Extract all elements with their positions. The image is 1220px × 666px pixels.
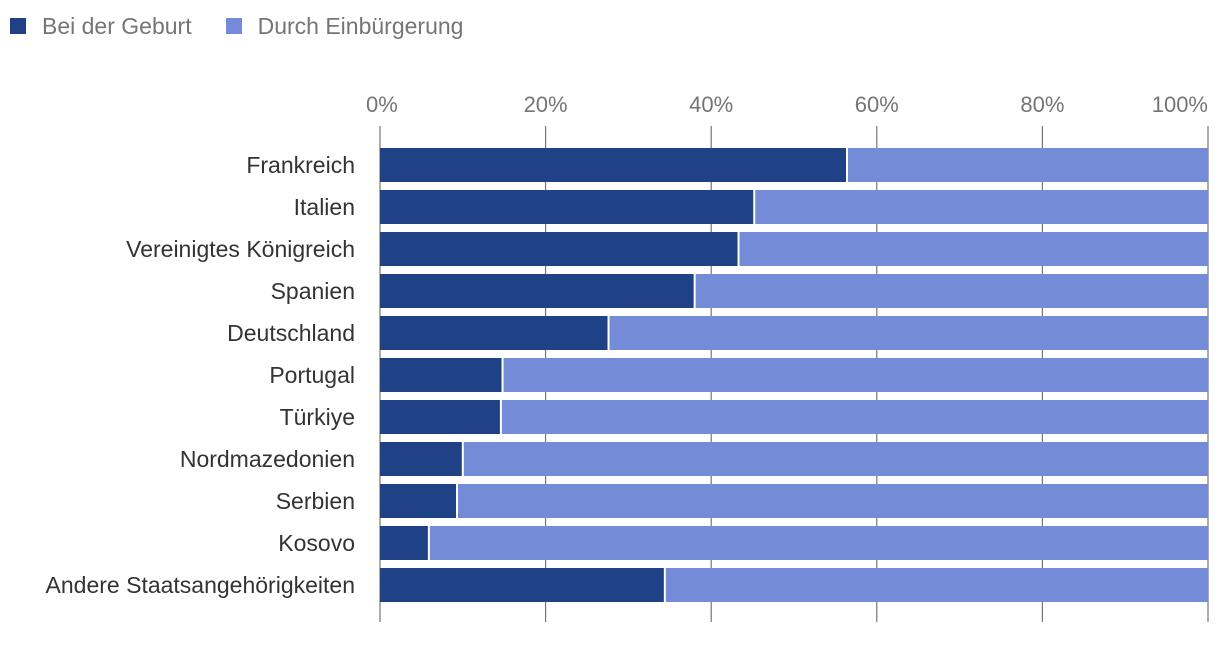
bar-birth-7 bbox=[380, 442, 463, 476]
bar-naturalization-9 bbox=[428, 526, 1208, 560]
bar-birth-1 bbox=[380, 190, 755, 224]
legend-item-birth: Bei der Geburt bbox=[10, 13, 192, 40]
legend-item-naturalization: Durch Einbürgerung bbox=[225, 12, 464, 40]
bar-naturalization-0 bbox=[846, 148, 1208, 182]
legend-label-naturalization: Durch Einbürgerung bbox=[257, 12, 464, 39]
bar-birth-0 bbox=[380, 148, 847, 182]
x-tick-label: 100% bbox=[1152, 92, 1208, 117]
category-label: Türkiye bbox=[280, 404, 355, 430]
bar-birth-9 bbox=[380, 526, 429, 560]
category-label: Kosovo bbox=[278, 530, 355, 556]
x-tick-label: 20% bbox=[524, 92, 568, 117]
bar-naturalization-2 bbox=[738, 232, 1208, 266]
legend-label-birth: Bei der Geburt bbox=[42, 12, 192, 39]
bar-naturalization-3 bbox=[694, 274, 1208, 308]
legend-swatch-birth bbox=[10, 18, 26, 34]
category-label: Andere Staatsangehörigkeiten bbox=[46, 572, 355, 598]
category-label: Portugal bbox=[269, 362, 355, 388]
bar-naturalization-10 bbox=[664, 568, 1208, 602]
bar-naturalization-5 bbox=[502, 358, 1208, 392]
bar-birth-5 bbox=[380, 358, 503, 392]
x-tick-label: 80% bbox=[1020, 92, 1064, 117]
x-tick-label: 60% bbox=[855, 92, 899, 117]
bar-naturalization-6 bbox=[500, 400, 1208, 434]
bar-birth-10 bbox=[380, 568, 665, 602]
chart-legend: Bei der Geburt Durch Einbürgerung bbox=[10, 10, 497, 42]
category-label: Italien bbox=[294, 194, 355, 220]
bar-birth-4 bbox=[380, 316, 609, 350]
bar-naturalization-8 bbox=[457, 484, 1208, 518]
bar-naturalization-4 bbox=[608, 316, 1208, 350]
bar-birth-3 bbox=[380, 274, 695, 308]
category-label: Deutschland bbox=[227, 320, 355, 346]
category-label: Nordmazedonien bbox=[180, 446, 355, 472]
bar-naturalization-7 bbox=[462, 442, 1208, 476]
category-label: Spanien bbox=[271, 278, 355, 304]
x-tick-label: 0% bbox=[366, 92, 398, 117]
bar-naturalization-1 bbox=[754, 190, 1208, 224]
bar-birth-8 bbox=[380, 484, 458, 518]
x-tick-label: 40% bbox=[689, 92, 733, 117]
legend-swatch-naturalization bbox=[225, 18, 242, 34]
category-label: Vereinigtes Königreich bbox=[126, 236, 355, 262]
category-label: Frankreich bbox=[246, 152, 355, 178]
bar-birth-6 bbox=[380, 400, 501, 434]
category-label: Serbien bbox=[276, 488, 355, 514]
bar-birth-2 bbox=[380, 232, 739, 266]
